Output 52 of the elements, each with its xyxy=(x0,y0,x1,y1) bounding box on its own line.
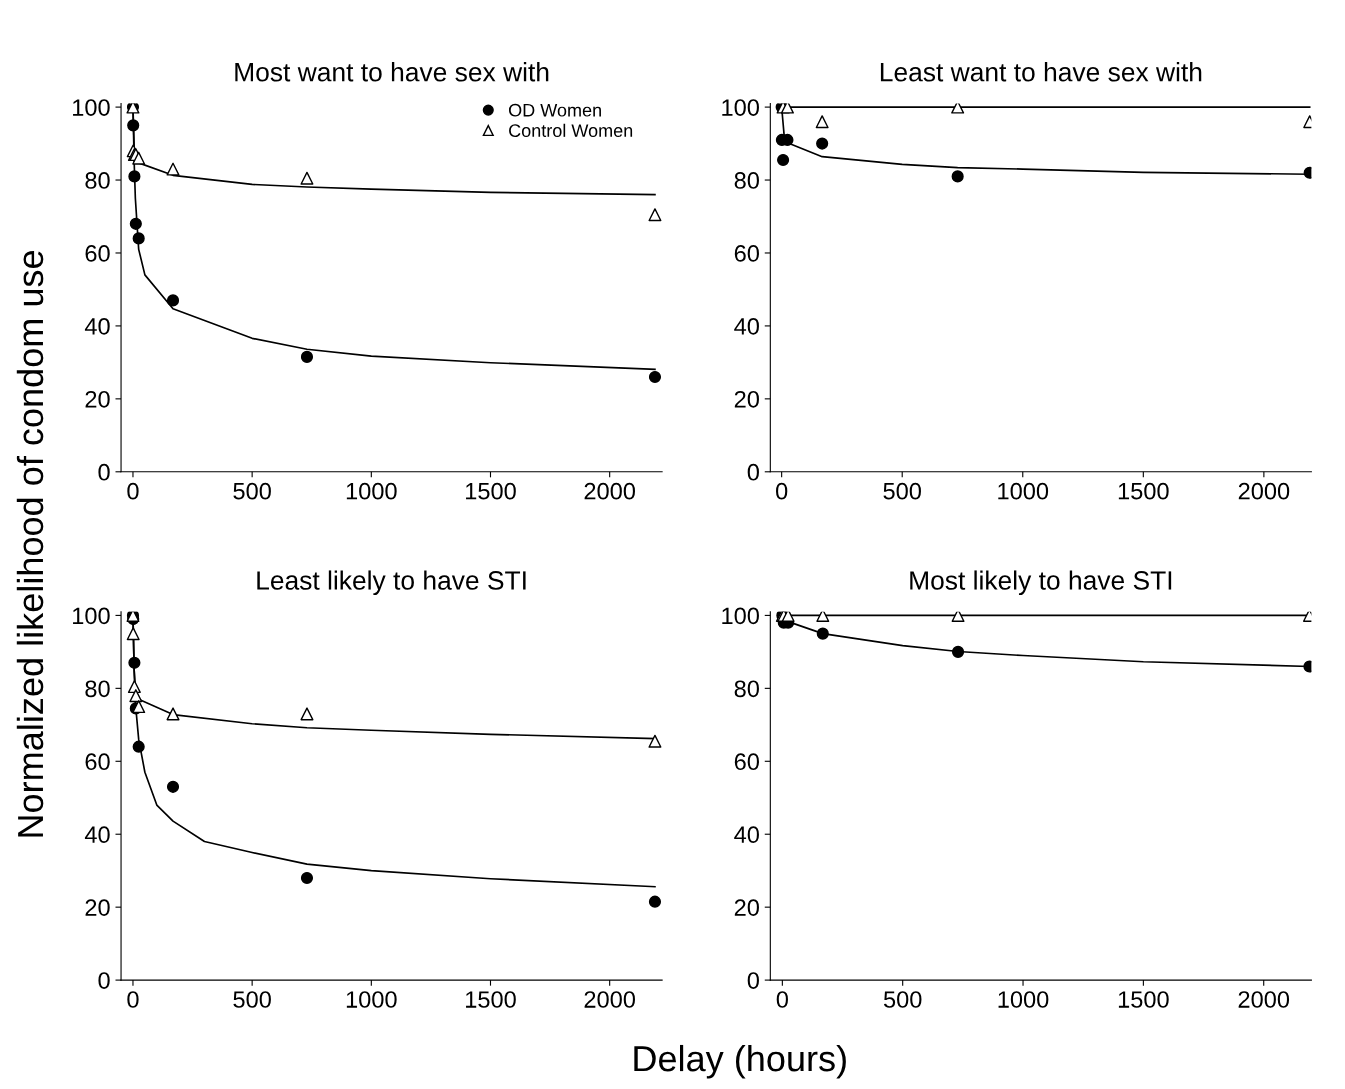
x-tick-label: 1500 xyxy=(466,991,516,1008)
y-tick-label: 0 xyxy=(98,463,110,481)
x-tick-label: 2000 xyxy=(1238,991,1290,1008)
y-tick-label: 0 xyxy=(747,972,759,989)
y-tick-label: 60 xyxy=(85,753,110,771)
y-axis-title: Normalized likelihood of condom use xyxy=(16,251,44,837)
y-tick-label: 100 xyxy=(73,607,110,625)
x-tick-label: 2000 xyxy=(584,991,636,1008)
x-tick-label: 1500 xyxy=(466,482,516,500)
y-tick-label: 60 xyxy=(734,245,759,262)
y-tick-label: 60 xyxy=(85,245,110,262)
x-tick-label: 1000 xyxy=(346,482,397,500)
y-tick-label: 100 xyxy=(722,99,759,116)
x-tick-label: 0 xyxy=(127,482,139,500)
y-tick-label: 0 xyxy=(98,972,110,989)
x-tick-label: 0 xyxy=(776,991,788,1008)
y-tick-label: 80 xyxy=(734,172,759,189)
chart-title: Least likely to have STI xyxy=(257,570,526,596)
x-tick-label: 1500 xyxy=(1118,482,1169,500)
y-tick-label: 20 xyxy=(85,899,110,916)
y-tick-label: 80 xyxy=(734,680,759,698)
x-tick-label: 1000 xyxy=(998,991,1049,1008)
legend-label: OD Women xyxy=(508,103,601,117)
y-tick-label: 40 xyxy=(84,317,110,335)
x-tick-label: 2000 xyxy=(584,482,636,500)
y-tick-label: 100 xyxy=(722,607,759,625)
x-tick-label: 1000 xyxy=(998,482,1049,500)
chart-title: Most likely to have STI xyxy=(910,570,1172,596)
x-tick-label: 500 xyxy=(883,482,921,500)
y-tick-label: 20 xyxy=(85,390,110,408)
x-axis-title: Delay (hours) xyxy=(634,1044,846,1079)
y-tick-label: 40 xyxy=(734,826,759,844)
x-tick-label: 2000 xyxy=(1238,482,1290,500)
y-tick-label: 80 xyxy=(85,172,110,189)
y-tick-label: 20 xyxy=(734,899,759,916)
chart-title: Most want to have sex with xyxy=(235,62,549,82)
x-tick-label: 500 xyxy=(233,482,271,500)
y-tick-label: 80 xyxy=(85,680,110,698)
y-tick-label: 20 xyxy=(734,390,759,408)
x-tick-label: 1500 xyxy=(1118,991,1169,1008)
y-tick-label: 40 xyxy=(734,317,759,335)
x-tick-label: 0 xyxy=(127,991,139,1008)
chart-title: Least want to have sex with xyxy=(880,62,1202,82)
y-tick-label: 60 xyxy=(734,753,759,771)
x-tick-label: 500 xyxy=(233,991,271,1008)
y-tick-label: 100 xyxy=(73,99,110,116)
x-tick-label: 1000 xyxy=(346,991,397,1008)
x-tick-label: 500 xyxy=(883,991,922,1008)
x-tick-label: 0 xyxy=(776,482,788,500)
legend-label: Control Women xyxy=(509,123,633,138)
y-tick-label: 40 xyxy=(84,826,110,844)
y-tick-label: 0 xyxy=(747,463,759,481)
